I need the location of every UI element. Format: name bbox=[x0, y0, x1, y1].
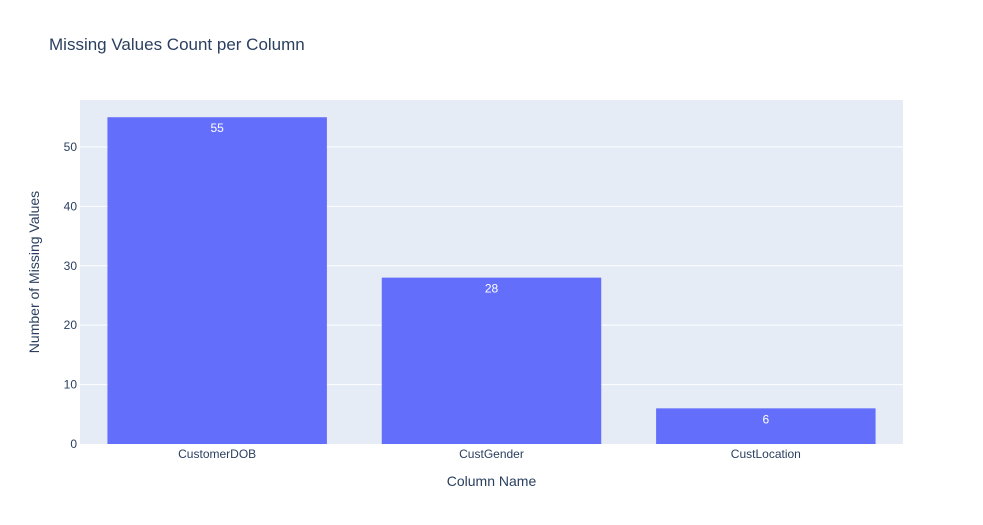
y-axis-title: Number of Missing Values bbox=[26, 191, 42, 353]
x-axis-title: Column Name bbox=[447, 473, 537, 489]
data-label: 55 bbox=[210, 121, 224, 135]
bar-customerdob[interactable] bbox=[107, 117, 327, 444]
x-tick-label: CustLocation bbox=[731, 447, 801, 461]
x-tick-label: CustGender bbox=[459, 447, 524, 461]
y-axis-ticks: 0 10 20 30 40 50 bbox=[64, 140, 78, 451]
y-tick-label: 40 bbox=[64, 199, 78, 213]
y-tick-label: 20 bbox=[64, 318, 78, 332]
y-tick-label: 50 bbox=[64, 140, 78, 154]
x-tick-label: CustomerDOB bbox=[178, 447, 256, 461]
data-label: 6 bbox=[762, 412, 769, 426]
chart-title: Missing Values Count per Column bbox=[49, 35, 305, 54]
bar-custgender[interactable] bbox=[381, 277, 602, 444]
data-labels: 55 28 6 bbox=[210, 121, 769, 426]
y-tick-label: 0 bbox=[70, 437, 77, 451]
bars bbox=[107, 117, 876, 444]
data-label: 28 bbox=[485, 282, 499, 296]
y-tick-label: 10 bbox=[64, 378, 78, 392]
bar-custlocation[interactable] bbox=[656, 408, 876, 444]
y-tick-label: 30 bbox=[64, 259, 78, 273]
x-axis-ticks: CustomerDOB CustGender CustLocation bbox=[178, 447, 801, 461]
